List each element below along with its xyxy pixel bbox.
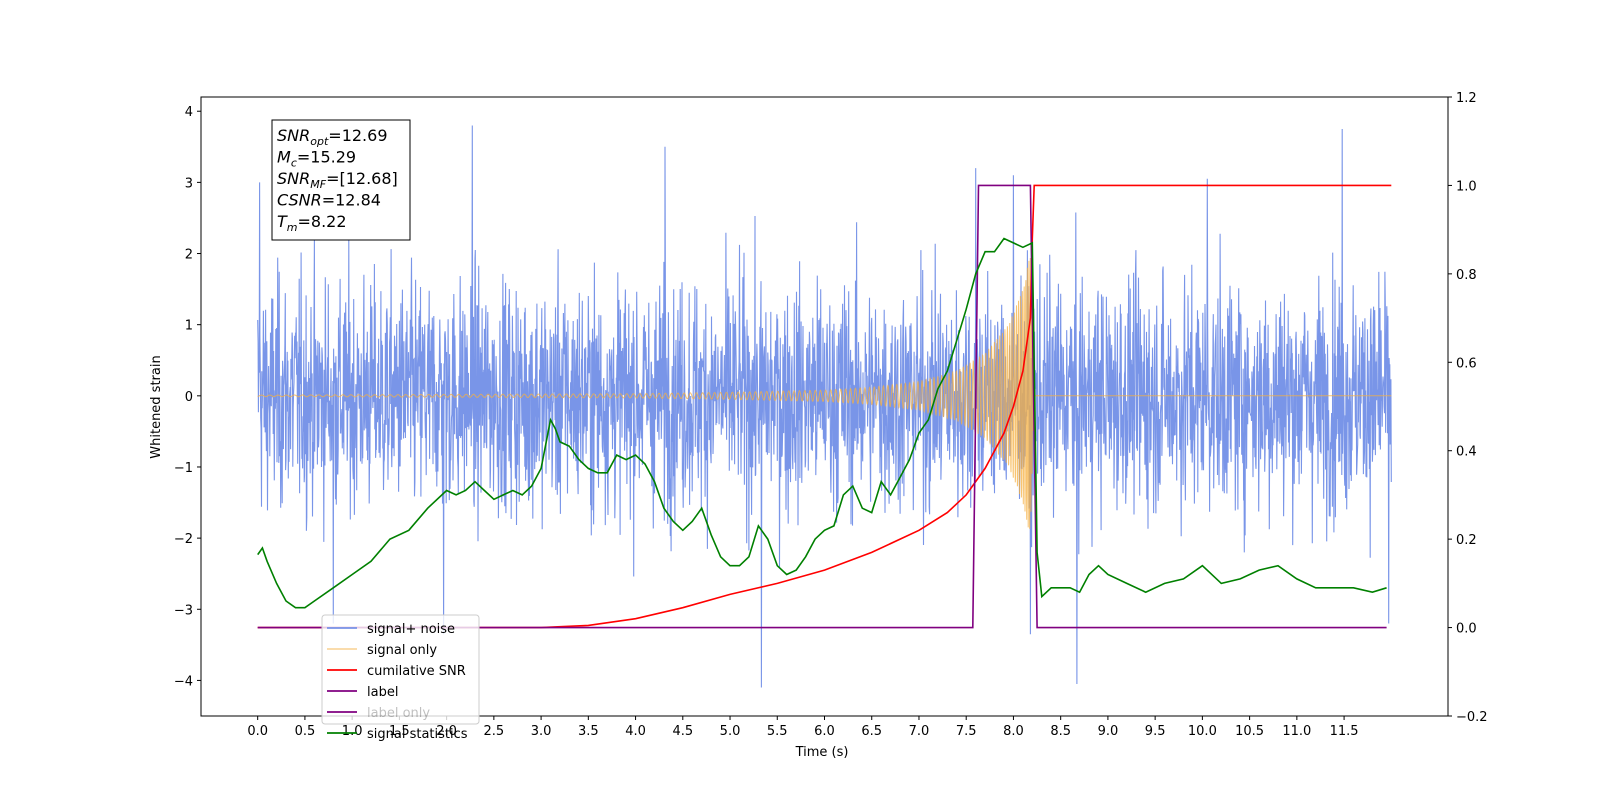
x-tick-label: 11.5 — [1330, 724, 1359, 739]
x-tick-label: 5.0 — [720, 724, 741, 739]
x-tick-label: 4.5 — [672, 724, 693, 739]
x-tick-label: 9.5 — [1145, 724, 1166, 739]
y-tick-label: 2 — [185, 248, 193, 263]
series-signal-only — [257, 257, 1392, 529]
y-axis-label: Whitened strain — [149, 355, 164, 458]
legend-label: signal only — [367, 643, 437, 658]
y-tick-label: −4 — [174, 674, 193, 689]
y-tick-label: 1 — [185, 319, 193, 334]
y2-tick-label: 1.0 — [1456, 179, 1477, 194]
legend: signal+ noise signal only cumilative SNR la… — [321, 614, 480, 742]
legend-label: signal statistics — [367, 727, 468, 742]
x-axis-ticks: 0.0 0.5 1.0 1.5 2.0 2.5 3.0 3.5 4.0 4.5 5.0 5.5 6.0 6… — [247, 716, 1359, 739]
x-tick-label: 7.0 — [909, 724, 930, 739]
x-tick-label: 5.5 — [767, 724, 788, 739]
y-tick-label: 4 — [185, 105, 193, 120]
x-tick-label: 8.0 — [1003, 724, 1024, 739]
y-tick-label: −2 — [174, 532, 193, 547]
legend-label: cumilative SNR — [367, 664, 466, 679]
legend-frame — [321, 614, 480, 725]
y-tick-label: −1 — [174, 461, 193, 476]
stats-line: SNRopt=12.69 — [277, 126, 388, 148]
x-tick-label: 10.5 — [1235, 724, 1264, 739]
y-tick-label: 0 — [185, 390, 193, 405]
x-tick-label: 6.5 — [861, 724, 882, 739]
x-tick-label: 0.5 — [295, 724, 316, 739]
x-tick-label: 3.5 — [578, 724, 599, 739]
legend-label: label — [367, 685, 398, 700]
series-label — [257, 184, 1387, 629]
x-tick-label: 4.0 — [625, 724, 646, 739]
x-tick-label: 0.0 — [247, 724, 268, 739]
stats-box-frame — [271, 119, 411, 241]
x-tick-label: 2.5 — [484, 724, 505, 739]
y2-tick-label: 1.2 — [1456, 91, 1477, 106]
y2-tick-label: 0.4 — [1456, 445, 1477, 460]
y2-tick-label: 0.2 — [1456, 533, 1477, 548]
legend-label: signal+ noise — [367, 622, 455, 637]
y2-tick-label: 0.8 — [1456, 268, 1477, 283]
x-tick-label: 6.0 — [814, 724, 835, 739]
y2-tick-label: 0.6 — [1456, 356, 1477, 371]
y2-axis-ticks: 1.2 1.0 0.8 0.6 0.4 0.2 0.0 −0.2 — [1448, 91, 1488, 725]
stats-line: CSNR=12.84 — [277, 191, 381, 210]
x-tick-label: 8.5 — [1050, 724, 1071, 739]
stats-box: SNRopt=12.69Mc=15.29SNRMF=[12.68]CSNR=12… — [271, 119, 411, 241]
x-tick-label: 11.0 — [1282, 724, 1311, 739]
y-tick-label: 3 — [185, 176, 193, 191]
series-signal-statistics — [257, 237, 1387, 609]
data-layer — [257, 125, 1392, 688]
series-cumilative-snr — [257, 184, 1392, 629]
stats-line: Mc=15.29 — [277, 148, 356, 170]
x-axis-label: Time (s) — [795, 745, 849, 760]
x-tick-label: 1.5 — [389, 724, 410, 739]
x-tick-label: 2.0 — [436, 724, 457, 739]
x-tick-label: 3.0 — [531, 724, 552, 739]
y-tick-label: −3 — [174, 603, 193, 618]
legend-label: label only — [367, 706, 430, 721]
y2-tick-label: 0.0 — [1456, 622, 1477, 637]
x-tick-label: 9.0 — [1098, 724, 1119, 739]
x-tick-label: 10.0 — [1188, 724, 1217, 739]
x-tick-label: 7.5 — [956, 724, 977, 739]
y2-tick-label: −0.2 — [1456, 710, 1488, 725]
stats-line: Tm=8.22 — [277, 212, 347, 234]
stats-line: SNRMF=[12.68] — [277, 169, 398, 191]
x-tick-label: 1.0 — [342, 724, 363, 739]
series-signal-noise — [257, 125, 1392, 688]
y-axis-ticks: 4 3 2 1 0 −1 −2 −3 −4 — [174, 105, 201, 689]
